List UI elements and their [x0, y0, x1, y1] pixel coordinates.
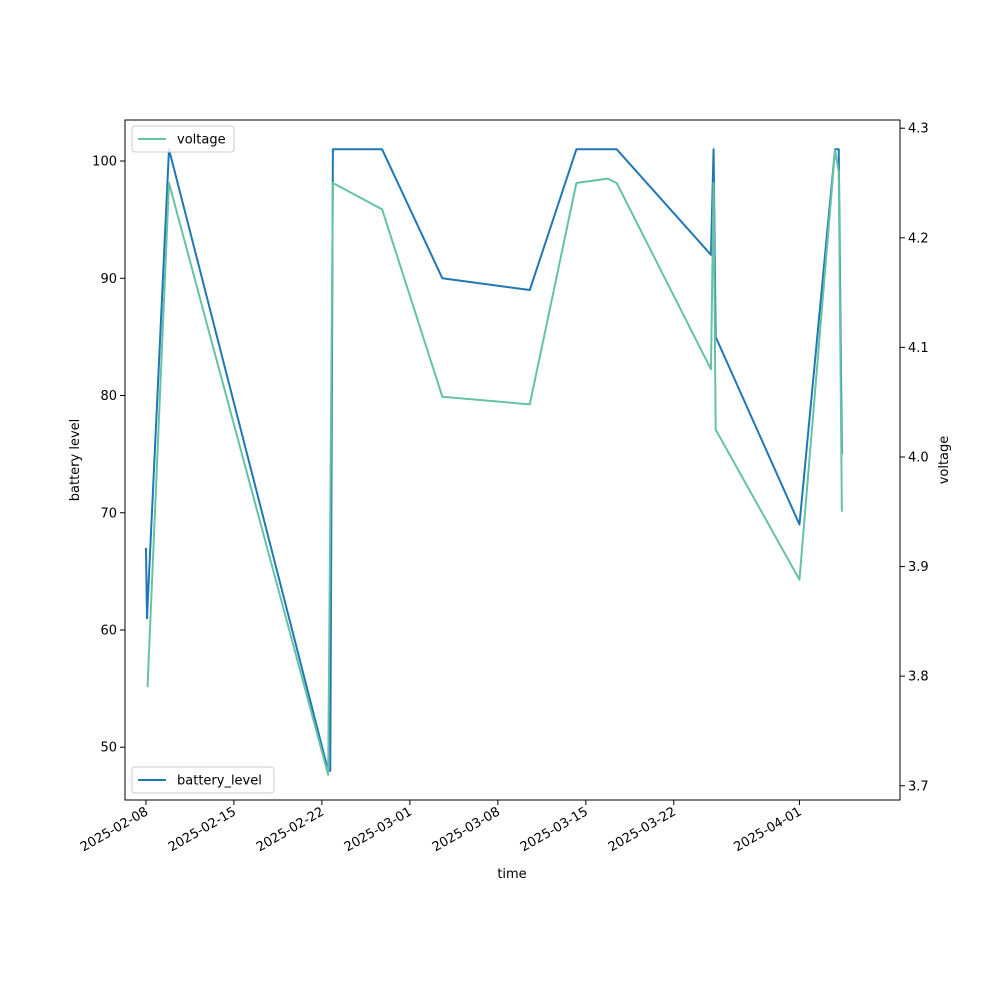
y-axis-label-left: battery level: [68, 419, 83, 502]
y-tick-label-right: 4.1: [908, 341, 929, 356]
y-axis-label-right: voltage: [937, 436, 952, 485]
x-axis-label: time: [497, 867, 526, 882]
x-tick-label: 2025-03-22: [606, 804, 679, 855]
x-tick-label: 2025-03-01: [342, 804, 415, 855]
legend-battery-level: battery_level: [131, 766, 275, 794]
series-line-voltage: [146, 149, 843, 776]
y-tick-label-left: 80: [100, 389, 117, 404]
y-tick-label-right: 4.2: [908, 231, 929, 246]
y-tick-label-right: 3.8: [908, 670, 929, 685]
y-tick-label-left: 90: [100, 272, 117, 287]
axes-frame: [124, 119, 901, 801]
y-tick-label-left: 70: [100, 506, 117, 521]
x-tick-label: 2025-02-08: [78, 804, 151, 855]
legend-voltage-text: voltage: [177, 133, 226, 148]
x-tick-label: 2025-04-01: [732, 804, 805, 855]
series-line-battery-level: [144, 148, 843, 772]
y-tick-label-right: 4.0: [908, 450, 929, 465]
legend-voltage: voltage: [131, 125, 235, 153]
y-tick-label-right: 4.3: [908, 122, 929, 137]
y-tick-label-left: 50: [100, 741, 117, 756]
x-tick-label: 2025-03-08: [430, 804, 503, 855]
y-tick-label-right: 3.9: [908, 560, 929, 575]
legend-voltage-box: [131, 125, 235, 153]
plot-area: 2025-02-08 2025-02-15 2025-02-22 2025-03-01…: [78, 119, 929, 855]
y-tick-label-left: 60: [100, 624, 117, 639]
x-tick-label: 2025-02-15: [166, 804, 239, 855]
legend-battery-level-text: battery_level: [177, 774, 262, 789]
legend-battery-level-box: [131, 766, 275, 794]
x-tick-label: 2025-03-15: [518, 804, 591, 855]
y-tick-label-left: 100: [92, 155, 117, 170]
x-tick-label: 2025-02-22: [254, 804, 327, 855]
y-tick-label-right: 3.7: [908, 779, 929, 794]
